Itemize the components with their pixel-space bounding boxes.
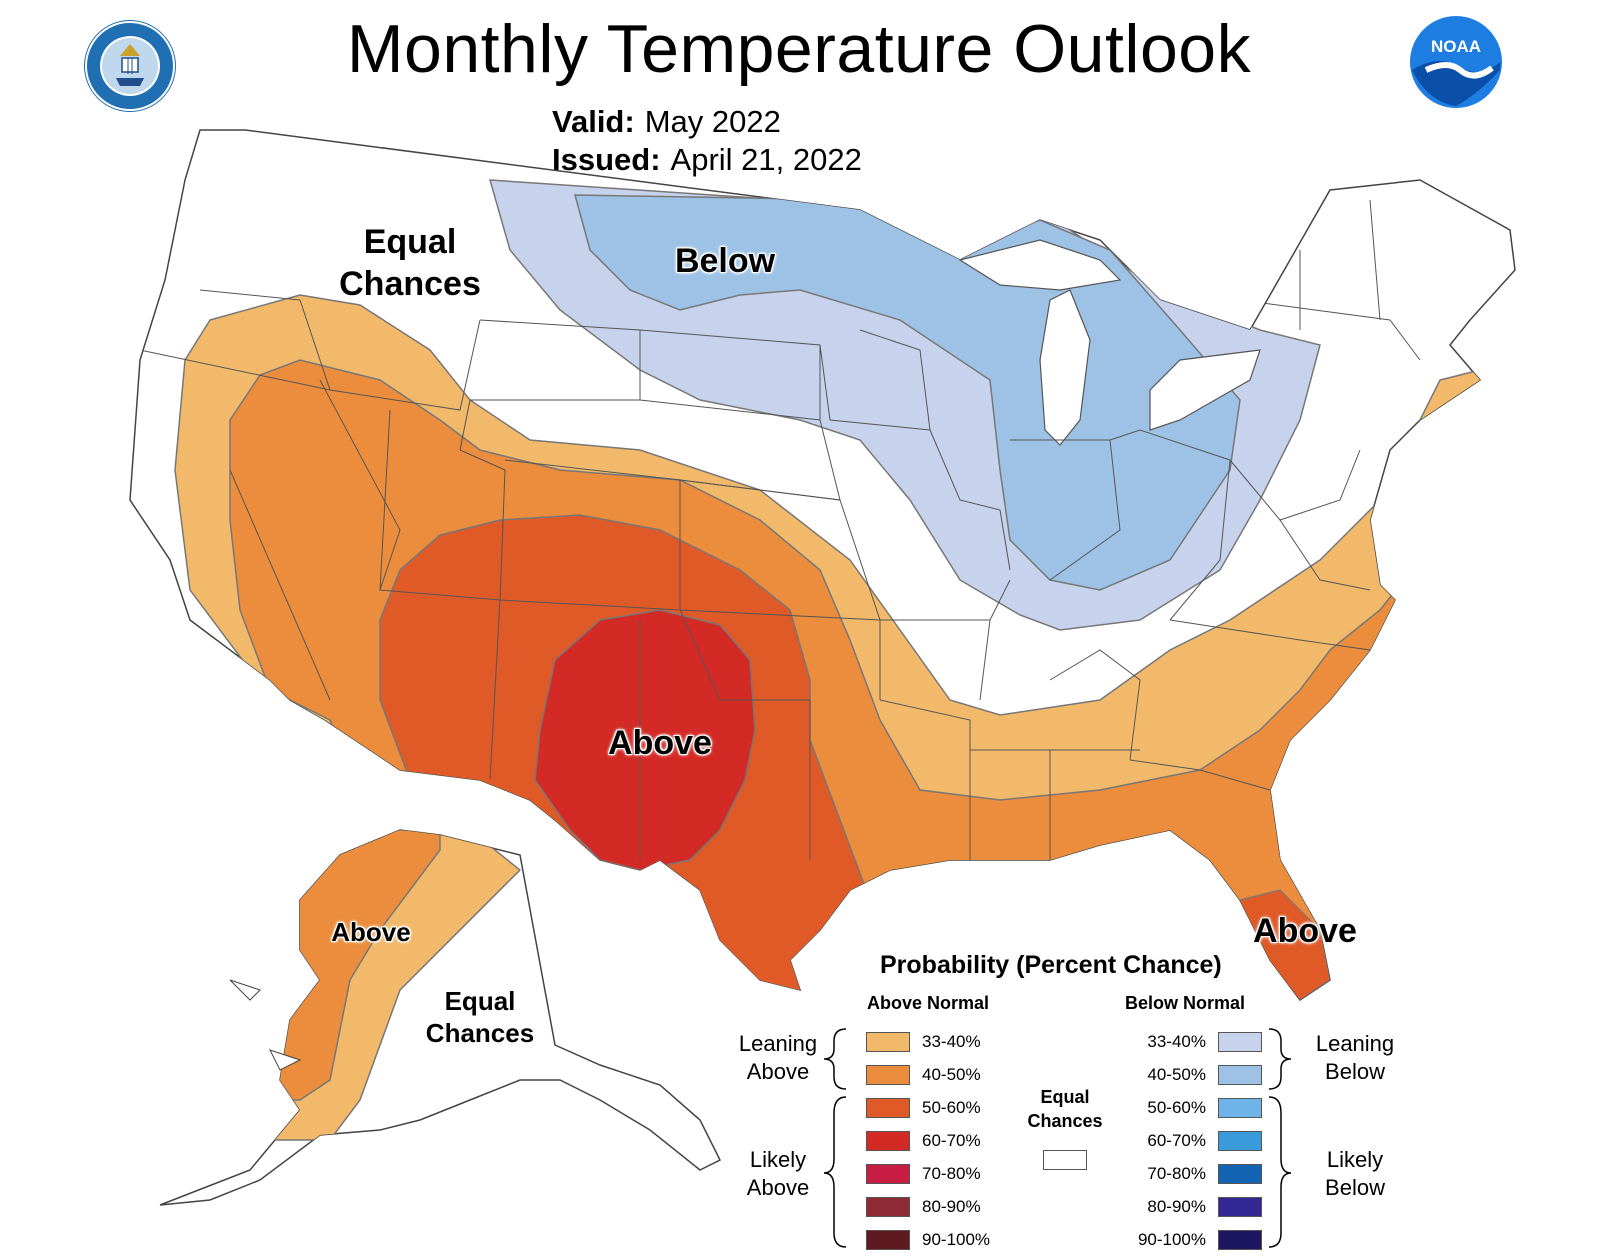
legend-above-swatch: [866, 1197, 910, 1217]
legend-below-swatch: [1218, 1164, 1262, 1184]
state-lines: [139, 199, 1421, 860]
legend-above-label: 40-50%: [922, 1065, 981, 1084]
legend-below-braces: [1268, 1028, 1292, 1248]
legend-below-label: 40-50%: [1147, 1065, 1206, 1084]
issued-label: Issued:: [552, 142, 661, 177]
legend-below-label: 70-80%: [1147, 1164, 1206, 1183]
legend-above-label: 60-70%: [922, 1131, 981, 1150]
commerce-seal-icon: [84, 20, 176, 112]
legend-below-label: 80-90%: [1147, 1197, 1206, 1216]
legend-above-label: 50-60%: [922, 1098, 981, 1117]
legend-leaning-above: Leaning Above: [738, 1031, 818, 1084]
label-conus-above: Above: [608, 724, 712, 762]
legend-below-label: 33-40%: [1147, 1032, 1206, 1051]
legend-likely-above: Likely Above: [746, 1147, 810, 1200]
legend-above-label: 80-90%: [922, 1197, 981, 1216]
label-florida-above: Above: [1253, 912, 1357, 950]
legend-below-swatch: [1218, 1131, 1262, 1151]
label-alaska-equal-chances: Equal Chances: [425, 986, 535, 1048]
legend-above-swatch: [866, 1098, 910, 1118]
legend-likely-below: Likely Below: [1325, 1147, 1385, 1200]
valid-value: May 2022: [644, 104, 781, 139]
legend-above-swatch: [866, 1065, 910, 1085]
noaa-logo-text: NOAA: [1431, 37, 1481, 56]
legend-above-label: 70-80%: [922, 1164, 981, 1183]
legend-leaning-below: Leaning Below: [1315, 1031, 1395, 1084]
issued-value: April 21, 2022: [670, 142, 862, 177]
label-conus-equal-chances: Equal Chances: [339, 223, 481, 303]
legend-below-swatch: [1218, 1065, 1262, 1085]
valid-line: Valid: May 2022: [552, 104, 781, 140]
legend-below-swatch: [1218, 1098, 1262, 1118]
legend-above-swatch: [866, 1032, 910, 1052]
region-above-60-70: [534, 609, 756, 871]
valid-label: Valid:: [552, 104, 635, 139]
legend-below-header: Below Normal: [1125, 993, 1246, 1013]
legend-above-label: 90-100%: [922, 1230, 991, 1249]
legend-below-label: 90-100%: [1137, 1230, 1206, 1249]
legend-equal-chances: Equal Chances: [1027, 1087, 1103, 1131]
legend-title: Probability (Percent Chance): [880, 951, 1222, 979]
page-title: Monthly Temperature Outlook: [346, 11, 1252, 87]
legend-above-header: Above Normal: [867, 993, 990, 1013]
legend-above-swatch: [866, 1230, 910, 1250]
noaa-logo-icon: NOAA: [1410, 16, 1502, 108]
legend-above-label: 33-40%: [922, 1032, 981, 1051]
issued-line: Issued: April 21, 2022: [552, 142, 862, 178]
legend-below-label: 50-60%: [1147, 1098, 1206, 1117]
legend-below-swatch: [1218, 1197, 1262, 1217]
legend-above-swatch: [866, 1131, 910, 1151]
legend-below-swatch: [1218, 1032, 1262, 1052]
legend-above-swatch: [866, 1164, 910, 1184]
legend-below-label: 60-70%: [1147, 1131, 1206, 1150]
legend-below-swatch: [1218, 1230, 1262, 1250]
label-alaska-above: Above: [331, 917, 411, 947]
label-conus-below: Below: [674, 242, 776, 280]
legend-equal-swatch: [1043, 1150, 1087, 1170]
legend-above-braces: [823, 1028, 847, 1248]
